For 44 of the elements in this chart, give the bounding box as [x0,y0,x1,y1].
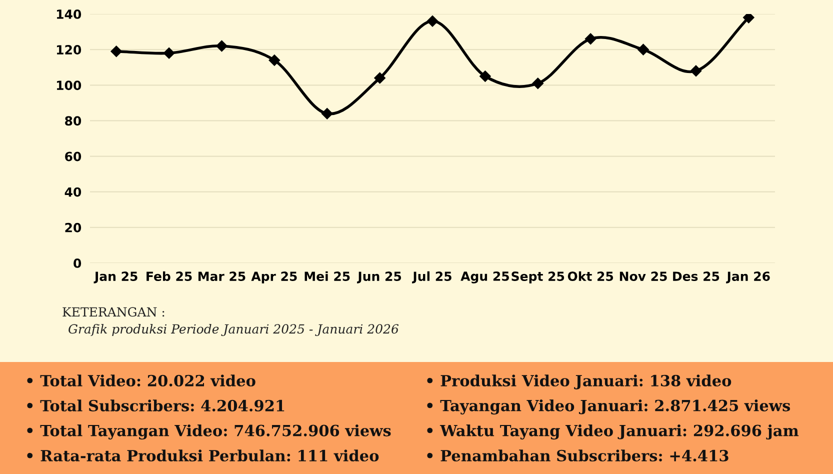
point [584,33,596,45]
point [374,72,386,84]
y-tick-label: 100 [56,80,82,90]
point [480,70,491,82]
point [110,46,122,57]
y-tick-label: 60 [65,152,82,162]
text: • Total Tayangan Video: 746.752.906 views [27,424,391,440]
point [532,78,544,89]
text: • Produksi Video Januari: 138 video [427,374,732,390]
text: • Waktu Tayang Video Januari: 292.696 jam [427,424,799,440]
point [268,54,280,66]
x-tick-label: Agu 25 [460,271,509,284]
x-tick-label: Apr 25 [251,272,297,284]
text: • Penambahan Subscribers: +4.413 [427,450,728,462]
x-tick-label: Sept 25 [512,272,564,284]
y-tick-label: 120 [56,45,82,54]
point [638,44,649,56]
text: KETERANGAN : [62,307,164,317]
point [163,48,175,59]
text: • Total Subscribers: 4.204.921 [27,400,284,412]
point [743,14,754,24]
x-tick-label: Okt 25 [568,271,614,282]
text: • Tayangan Video Januari: 2.871.425 views [427,400,790,414]
x-tick-label: Feb 25 [146,271,192,282]
point [690,65,702,77]
x-tick-label: Mei 25 [304,271,350,282]
x-tick-label: Jan 26 [726,272,770,284]
text: • Rata-rata Produksi Perbulan: 111 video [27,450,379,462]
x-tick-label: Jan 25 [94,272,138,284]
y-tick-label: 0 [74,258,82,268]
y-tick-label: 80 [65,116,82,126]
x-tick-label: Jun 25 [357,272,402,284]
point [322,108,333,120]
x-tick-label: Mar 25 [198,272,246,282]
point [426,16,438,27]
x-tick-label: Nov 25 [620,272,667,282]
y-tick-label: 140 [56,9,82,19]
text: Grafik produksi Periode Januari 2025 - Januari 2026 [68,324,399,336]
text: • Total Video: 20.022 video [27,374,256,386]
x-tick-label: Des 25 [673,272,720,282]
y-tick-label: 20 [65,222,82,232]
x-tick-label: Jul 25 [412,271,452,284]
y-tick-label: 40 [64,187,82,197]
point [216,40,228,52]
